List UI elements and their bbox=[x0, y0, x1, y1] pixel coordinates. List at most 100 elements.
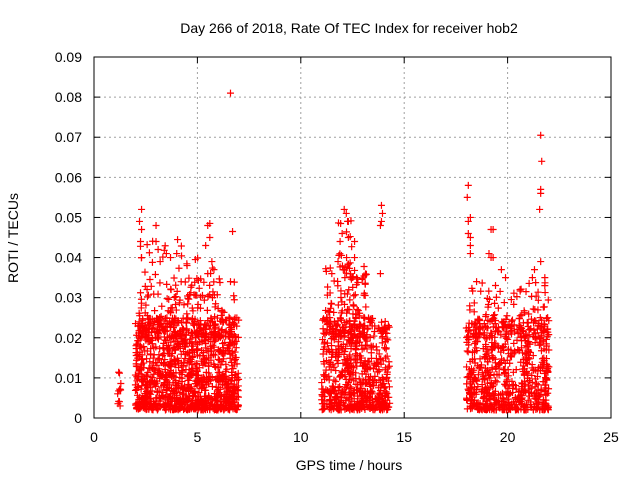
data-point bbox=[148, 258, 156, 266]
data-point bbox=[517, 344, 525, 352]
data-point bbox=[159, 253, 167, 261]
data-point bbox=[543, 342, 551, 350]
data-point bbox=[360, 272, 368, 280]
data-point bbox=[500, 366, 508, 374]
data-point bbox=[345, 329, 353, 337]
data-point bbox=[188, 316, 196, 324]
data-point bbox=[136, 312, 144, 320]
data-point bbox=[521, 309, 529, 317]
data-point bbox=[185, 393, 193, 401]
data-point bbox=[143, 293, 151, 301]
data-point bbox=[193, 274, 201, 282]
data-point bbox=[170, 274, 178, 282]
data-point bbox=[185, 380, 193, 388]
data-point bbox=[171, 293, 179, 301]
data-point bbox=[496, 287, 504, 295]
data-point bbox=[502, 382, 510, 390]
data-point bbox=[334, 301, 342, 309]
data-point bbox=[470, 376, 478, 384]
data-point bbox=[162, 376, 170, 384]
data-point bbox=[142, 371, 150, 379]
data-point bbox=[196, 304, 204, 312]
data-point bbox=[185, 295, 193, 303]
data-point bbox=[466, 369, 474, 377]
data-point bbox=[131, 371, 139, 379]
data-point bbox=[523, 374, 531, 382]
data-point bbox=[337, 251, 345, 259]
data-point bbox=[519, 327, 527, 335]
data-point bbox=[166, 308, 174, 316]
data-point bbox=[472, 390, 480, 398]
data-point bbox=[336, 383, 344, 391]
data-point bbox=[473, 337, 481, 345]
data-point bbox=[353, 274, 361, 282]
data-point bbox=[196, 317, 204, 325]
data-point bbox=[340, 205, 348, 213]
data-point bbox=[376, 221, 384, 229]
data-point bbox=[543, 366, 551, 374]
data-point bbox=[327, 299, 335, 307]
data-point bbox=[479, 394, 487, 402]
data-point bbox=[486, 371, 494, 379]
data-point bbox=[149, 374, 157, 382]
data-point bbox=[340, 323, 348, 331]
data-point bbox=[141, 375, 149, 383]
data-point bbox=[351, 254, 359, 262]
data-point bbox=[223, 365, 231, 373]
data-point bbox=[320, 360, 328, 368]
data-point bbox=[338, 229, 346, 237]
data-point bbox=[355, 375, 363, 383]
data-point bbox=[322, 265, 330, 273]
data-point bbox=[489, 323, 497, 331]
data-point bbox=[465, 341, 473, 349]
data-point bbox=[528, 361, 536, 369]
data-point bbox=[343, 340, 351, 348]
data-point bbox=[212, 383, 220, 391]
data-point bbox=[375, 376, 383, 384]
data-point bbox=[229, 405, 237, 413]
data-point bbox=[154, 334, 162, 342]
data-point bbox=[344, 234, 352, 241]
data-point bbox=[203, 373, 211, 381]
data-point bbox=[165, 405, 173, 413]
data-point bbox=[206, 325, 214, 333]
data-point bbox=[147, 282, 155, 290]
data-point bbox=[362, 394, 370, 402]
data-point bbox=[495, 391, 503, 399]
data-point bbox=[154, 246, 162, 254]
data-point bbox=[197, 293, 205, 301]
data-point bbox=[342, 345, 350, 353]
data-point bbox=[226, 314, 234, 322]
data-point bbox=[211, 313, 219, 321]
data-point bbox=[337, 372, 345, 380]
data-point bbox=[203, 322, 211, 330]
data-point bbox=[338, 307, 346, 315]
data-point bbox=[374, 368, 382, 376]
data-point bbox=[466, 242, 474, 250]
data-point bbox=[529, 305, 537, 313]
data-point bbox=[326, 264, 334, 272]
data-point bbox=[201, 406, 209, 414]
data-point bbox=[172, 361, 180, 369]
data-point bbox=[376, 270, 384, 278]
data-point bbox=[232, 371, 240, 379]
data-point bbox=[535, 392, 543, 400]
data-point bbox=[156, 397, 164, 405]
data-point bbox=[210, 343, 218, 351]
data-point bbox=[163, 396, 171, 404]
data-point bbox=[526, 378, 534, 386]
data-point bbox=[491, 377, 499, 385]
data-point bbox=[354, 324, 362, 332]
data-point bbox=[353, 281, 361, 289]
data-point bbox=[344, 403, 352, 411]
data-point bbox=[174, 380, 182, 388]
data-point bbox=[528, 371, 536, 379]
data-point bbox=[184, 314, 192, 322]
data-point bbox=[522, 350, 530, 358]
data-point bbox=[171, 314, 179, 322]
data-point bbox=[492, 281, 500, 289]
data-point bbox=[474, 371, 482, 379]
data-point bbox=[172, 281, 180, 289]
data-point bbox=[470, 299, 478, 307]
data-point bbox=[167, 304, 175, 312]
